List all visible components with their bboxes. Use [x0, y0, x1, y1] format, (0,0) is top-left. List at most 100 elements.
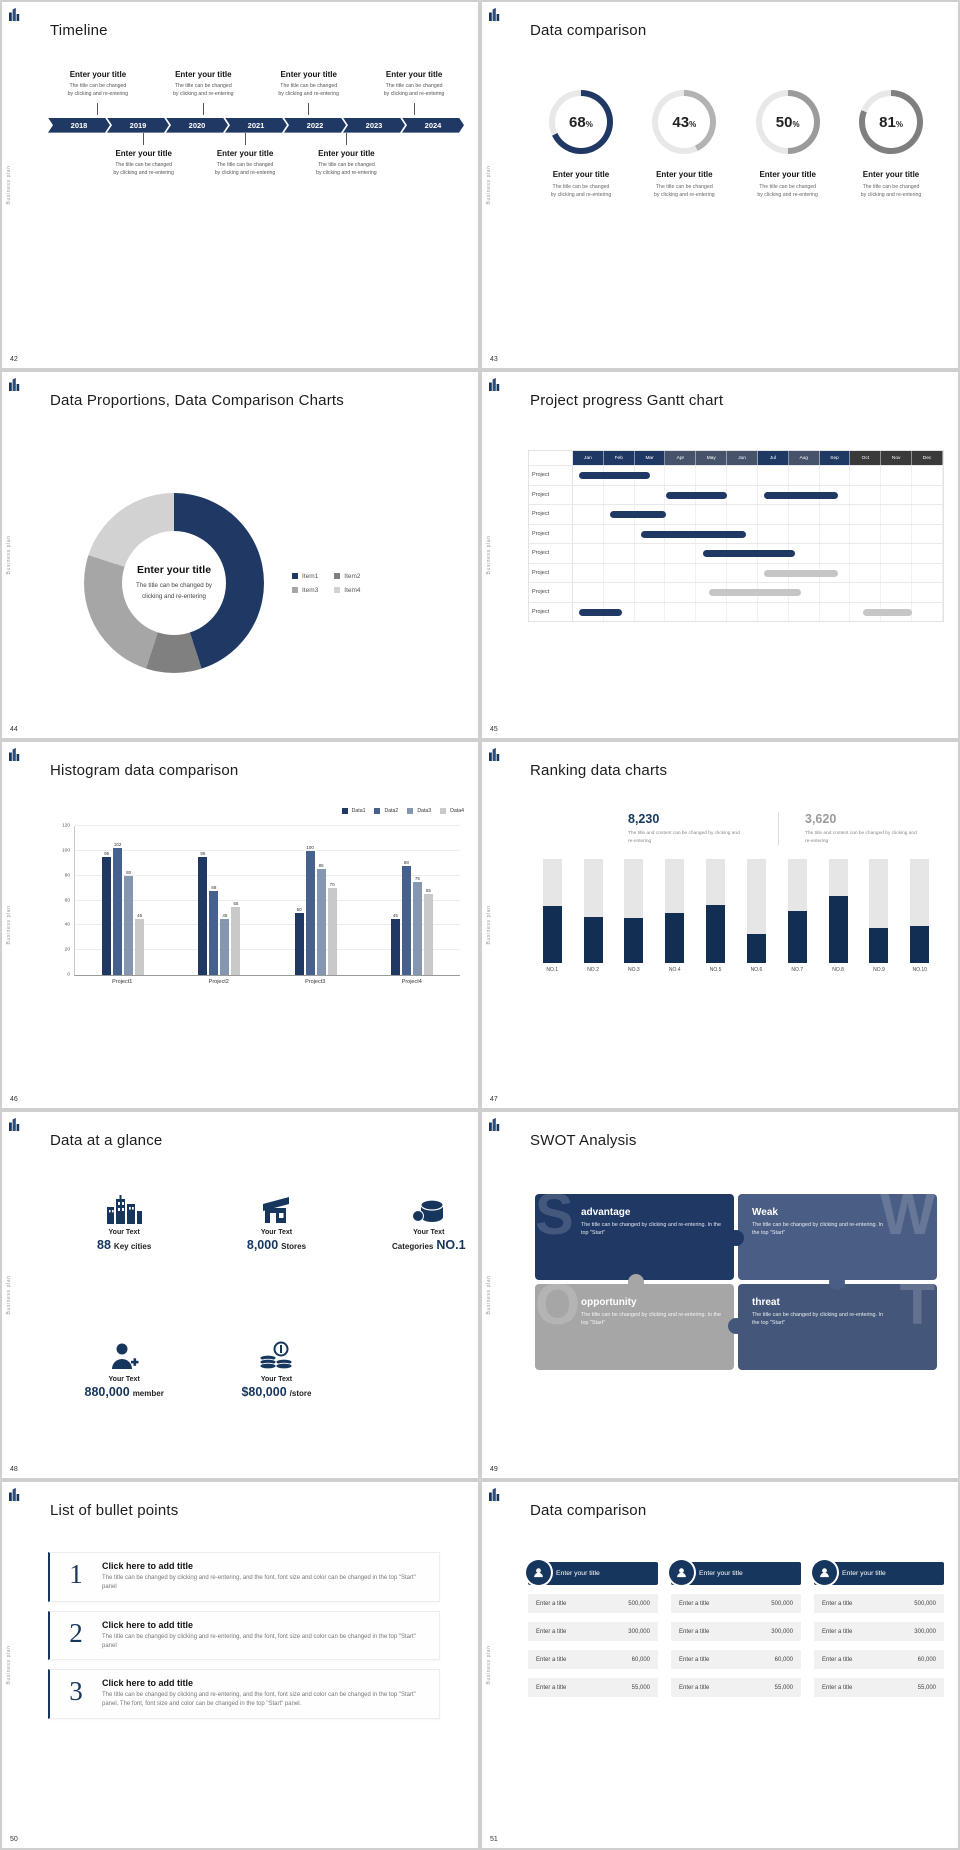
data-table[interactable]: Enter your title Enter a title 500,000 Ente… — [812, 1560, 944, 1832]
legend-swatch — [292, 573, 298, 579]
gantt-row: Project — [529, 562, 943, 582]
slide-data-at-a-glance[interactable]: Business plan 48 Data at a glance Your Tex… — [2, 1112, 478, 1478]
bar-cell: 45 — [220, 826, 230, 975]
ranking-stat-value: 3,620 — [805, 812, 837, 826]
table-row-value: 500,000 — [914, 1600, 936, 1607]
bar-value-label: 50 — [296, 906, 302, 912]
ranking-track — [583, 859, 603, 964]
swot-quadrant-title: threat — [752, 1297, 780, 1308]
timeline-entry[interactable]: Enter your title The title can be changed… — [303, 132, 390, 178]
table-row-label: Enter a title — [679, 1600, 710, 1607]
timeline-entry[interactable]: Enter your title The title can be changed… — [48, 70, 148, 115]
bullet-item[interactable]: 2 Click here to add title The title can be… — [48, 1610, 440, 1661]
progress-ring-item[interactable]: 68% Enter your title The title can be chan… — [532, 90, 630, 200]
progress-ring-center: 50% — [761, 96, 814, 148]
gantt-cell — [850, 505, 882, 524]
gantt-cell — [820, 505, 851, 524]
gantt-month-header: Feb — [603, 451, 635, 465]
progress-ring: 81% — [859, 90, 924, 154]
slide-data-comparison-rings[interactable]: Business plan 43 Data comparison 68% Enter … — [482, 2, 958, 368]
gantt-cell — [604, 485, 635, 504]
slide-data-comparison-tables[interactable]: Business plan 51 Data comparison Enter you… — [482, 1482, 958, 1848]
ranking-label: NO.1 — [546, 967, 559, 974]
stat-item[interactable]: Your Text 880,000 member — [48, 1341, 200, 1462]
bullet-title: Click here to add title — [102, 1619, 194, 1630]
slide-body: Enter your title The title can be change… — [48, 444, 464, 722]
stat-item[interactable]: Your Text $80,000/store — [200, 1341, 352, 1462]
gantt-bar — [764, 569, 839, 577]
bar — [102, 857, 112, 975]
ranking-column: NO.6 — [738, 859, 774, 973]
data-table[interactable]: Enter your title Enter a title 500,000 Ente… — [526, 1560, 658, 1832]
ranking-track — [706, 859, 726, 964]
timeline-year[interactable]: 2024 — [402, 118, 464, 133]
swot-quadrant-advantage[interactable]: S advantage The title can be changed by … — [535, 1194, 734, 1280]
gantt-cell — [881, 544, 913, 563]
data-table[interactable]: Enter your title Enter a title 500,000 Ente… — [669, 1560, 801, 1832]
ranking-label: NO.6 — [750, 967, 763, 974]
timeline-entry[interactable]: Enter your title The title can be changed… — [364, 70, 464, 115]
gantt-cell — [635, 563, 666, 582]
gantt-cell — [573, 505, 604, 524]
timeline-year[interactable]: 2023 — [343, 118, 405, 133]
puzzle-knob — [728, 1230, 744, 1246]
gantt-month-header: Mar — [634, 451, 666, 465]
timeline-entry-caption: The title can be changed by clicking and … — [113, 161, 174, 176]
slide-histogram[interactable]: Business plan 46 Histogram data comparison… — [2, 742, 478, 1108]
swot-quadrant-opportunity[interactable]: O opportunity The title can be changed b… — [535, 1284, 734, 1370]
swot-quadrant-weakness[interactable]: W Weak The title can be changed by click… — [738, 1194, 937, 1280]
bar-cell: 68 — [209, 826, 219, 975]
bar-group: 50 100 85 70 — [294, 826, 337, 975]
ranking-fill — [706, 905, 726, 964]
timeline-entry[interactable]: Enter your title The title can be changed… — [100, 132, 187, 178]
table-row-label: Enter a title — [679, 1628, 710, 1635]
bar-cell: 88 — [401, 826, 411, 975]
swot-quadrant-threat[interactable]: T threat The title can be changed by cli… — [738, 1284, 937, 1370]
stat-item[interactable]: Your Text 88 Key cities — [48, 1194, 200, 1315]
bullet-item[interactable]: 3 Click here to add title The title can be… — [48, 1669, 440, 1719]
stat-label: Your Text — [260, 1376, 293, 1383]
stat-unit: Key cities — [113, 1242, 152, 1251]
gantt-track — [573, 583, 943, 602]
timeline-year[interactable]: 2021 — [225, 118, 287, 133]
stat-item[interactable]: Your Text 8,000 Stores — [200, 1194, 352, 1315]
progress-ring-item[interactable]: 50% Enter your title The title can be chan… — [739, 90, 837, 200]
slide-donut-chart[interactable]: Business plan 44 Data Proportions, Data Co… — [2, 372, 478, 738]
timeline-entry[interactable]: Enter your title The title can be changed… — [259, 70, 359, 115]
timeline-year[interactable]: 2020 — [166, 118, 228, 133]
gantt-month-header: Apr — [665, 451, 697, 465]
ranking-label: NO.5 — [709, 967, 722, 974]
bar-cell: 102 — [113, 826, 123, 975]
timeline-entry[interactable]: Enter your title The title can be changed… — [201, 132, 288, 178]
progress-ring-item[interactable]: 43% Enter your title The title can be chan… — [635, 90, 733, 200]
x-axis-label: Project4 — [401, 979, 422, 985]
stat-unit: member — [132, 1389, 164, 1398]
gantt-bar — [579, 472, 651, 479]
donut-chart[interactable]: Enter your title The title can be change… — [84, 493, 264, 673]
city-icon — [106, 1194, 143, 1224]
timeline-year[interactable]: 2018 — [48, 118, 110, 133]
gantt-cell — [850, 563, 882, 582]
bullet-body: The title can be changed by clicking and… — [102, 1633, 416, 1649]
progress-ring-item[interactable]: 81% Enter your title The title can be chan… — [842, 90, 940, 200]
ranking-column: NO.1 — [534, 859, 570, 973]
timeline-entry-title: Enter your title — [318, 148, 375, 158]
timeline-year[interactable]: 2022 — [284, 118, 346, 133]
gantt-bar — [640, 530, 746, 538]
progress-ring-caption: The title can be changed by clicking and … — [757, 184, 818, 199]
slide-swot-analysis[interactable]: Business plan 49 SWOT Analysis S advantage… — [482, 1112, 958, 1478]
stat-item[interactable]: Your Text Categories NO.1 — [353, 1194, 478, 1315]
table-row-value: 300,000 — [628, 1628, 650, 1635]
table-row-label: Enter a title — [822, 1656, 853, 1663]
timeline-year[interactable]: 2019 — [107, 118, 169, 133]
slide-timeline[interactable]: Business plan 42 Timeline Enter your title… — [2, 2, 478, 368]
stat-value: 880,000 member — [85, 1385, 164, 1399]
bullet-item[interactable]: 1 Click here to add title The title can be… — [48, 1552, 440, 1602]
gantt-cell — [850, 583, 882, 602]
timeline-entry[interactable]: Enter your title The title can be changed… — [153, 70, 253, 115]
timeline-connector — [244, 132, 246, 145]
slide-bullet-points[interactable]: Business plan 50 List of bullet points 1 Cl… — [2, 1482, 478, 1848]
slide-gantt-chart[interactable]: Business plan 45 Project progress Gantt ch… — [482, 372, 958, 738]
slide-ranking-chart[interactable]: Business plan 47 Ranking data charts 8,230… — [482, 742, 958, 1108]
